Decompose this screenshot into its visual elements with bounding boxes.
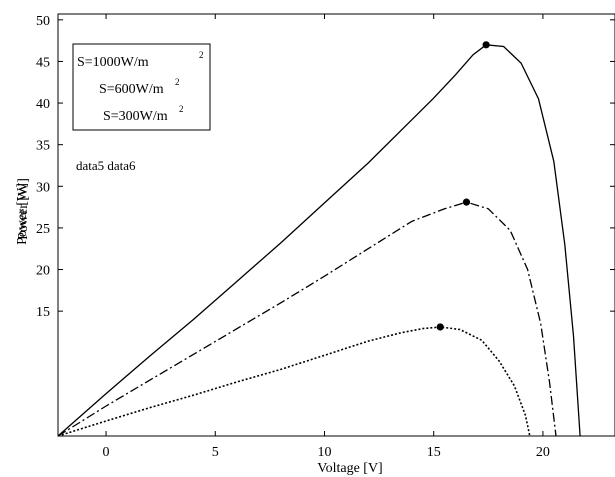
y-tick-label: 20 (36, 264, 50, 279)
y-tick-label: 50 (36, 14, 50, 29)
legend: S=1000W/m 2 S=600W/m 2 S=300W/m 2 (72, 43, 211, 131)
x-tick-label: 20 (536, 445, 550, 460)
x-tick-label: 0 (103, 445, 110, 460)
x-axis-label: Voltage [V] (317, 461, 382, 476)
annotation-data5-data6: data5 data6 (76, 158, 136, 173)
plot-frame (57, 13, 615, 437)
y-tick-label: 40 (36, 97, 50, 112)
legend-entry-3: S=300W/m (103, 109, 168, 124)
y-axis-ticks: 15 20 25 30 35 40 45 50 (36, 14, 615, 320)
legend-box (72, 43, 211, 131)
mpp-points-layer (436, 41, 490, 331)
x-axis-ticks: 0 5 10 15 20 (103, 14, 550, 460)
mpp-point-1 (482, 41, 490, 49)
y-tick-label: 45 (36, 55, 50, 70)
y-tick-label: 30 (36, 180, 50, 195)
y-axis-label: Power [W] (15, 183, 30, 245)
legend-entry-2: S=600W/m (99, 82, 164, 97)
legend-entry-3-sup: 2 (179, 104, 184, 114)
series-line-2 (57, 201, 557, 437)
series-line-3 (57, 326, 531, 437)
x-tick-label: 5 (212, 445, 219, 460)
y-axis-label-overprint: Power [W] (16, 178, 31, 240)
legend-entry-2-sup: 2 (175, 77, 180, 87)
legend-entry-1-sup: 2 (199, 50, 204, 60)
mpp-point-3 (436, 323, 444, 331)
y-tick-label: 35 (36, 139, 50, 154)
x-tick-label: 15 (427, 445, 441, 460)
mpp-point-2 (462, 198, 471, 206)
x-tick-label: 10 (317, 445, 331, 460)
y-tick-label: 15 (36, 305, 50, 320)
series-line-1 (57, 44, 581, 437)
legend-entry-1: S=1000W/m (77, 55, 149, 70)
curves-layer (57, 44, 581, 437)
y-tick-label: 25 (36, 222, 50, 237)
